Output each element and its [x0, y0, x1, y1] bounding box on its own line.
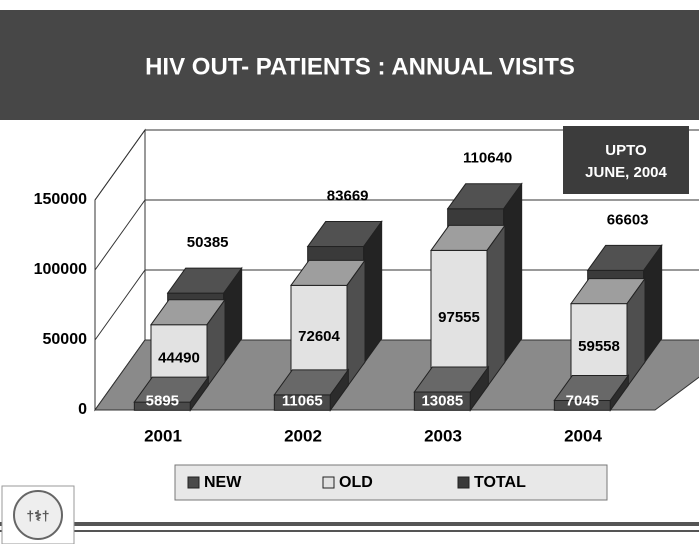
chart-title: HIV OUT- PATIENTS : ANNUAL VISITS: [145, 53, 575, 80]
legend-label: NEW: [204, 474, 242, 491]
value-label: 50385: [187, 234, 229, 251]
annotation: UPTO: [605, 142, 647, 159]
bar-side: [626, 277, 646, 389]
bar-side: [503, 182, 523, 366]
y-tick-label: 100000: [34, 261, 87, 278]
bar-side: [469, 365, 489, 412]
bar-side: [346, 258, 366, 389]
grid-line: [94, 269, 699, 341]
grid-line: [94, 129, 699, 201]
annotation: JUNE, 2004: [585, 164, 667, 181]
value-label: 44490: [158, 350, 200, 367]
legend: [174, 464, 608, 501]
legend-label: OLD: [339, 474, 373, 491]
legend-swatch: [187, 476, 200, 489]
value-label: 5895: [146, 392, 179, 409]
value-label: 7045: [566, 392, 599, 409]
value-label: 11065: [282, 392, 323, 409]
x-tick-label: 2001: [144, 426, 182, 445]
legend-label: TOTAL: [474, 474, 526, 491]
bar: [133, 375, 210, 412]
y-tick-label: 150000: [34, 191, 87, 208]
x-tick-label: 2003: [424, 426, 462, 445]
bar: [290, 258, 366, 389]
plot: 0 50000 100000 150000 50385 83669 110640 66603 4…: [34, 128, 699, 418]
grid-line: [94, 199, 699, 271]
bar: [553, 373, 630, 412]
bar-side: [609, 373, 629, 412]
logo-mark: †⚕†: [26, 508, 49, 524]
bar-front: [570, 303, 628, 388]
footer-line: [0, 522, 699, 526]
x-tick-label: 2004: [564, 426, 602, 445]
bar-front: [430, 249, 488, 388]
bar-side: [329, 368, 349, 412]
bar-side: [486, 223, 506, 389]
title-band: [0, 10, 699, 120]
value-label: 13085: [421, 392, 463, 409]
value-label: 110640: [463, 150, 512, 167]
bar: [273, 368, 350, 412]
legend-swatch: [457, 476, 470, 489]
logo: [13, 490, 63, 540]
legend-swatch: [322, 476, 335, 489]
bar-side: [189, 375, 209, 412]
y-tick-label: 0: [78, 401, 87, 418]
x-tick-label: 2002: [284, 426, 322, 445]
value-label: 72604: [298, 328, 340, 345]
bar-side: [363, 219, 383, 366]
footer-line: [0, 530, 699, 532]
bar-side: [206, 298, 226, 389]
value-label: 59558: [578, 338, 620, 355]
value-label: 66603: [607, 211, 649, 228]
y-tick-label: 50000: [43, 331, 88, 348]
bar: [413, 365, 490, 412]
bar: [430, 223, 506, 389]
value-label: 97555: [438, 309, 480, 326]
bar: [150, 298, 226, 389]
value-label: 83669: [327, 187, 369, 204]
annotation-box: [563, 126, 689, 194]
bar: [570, 277, 646, 389]
